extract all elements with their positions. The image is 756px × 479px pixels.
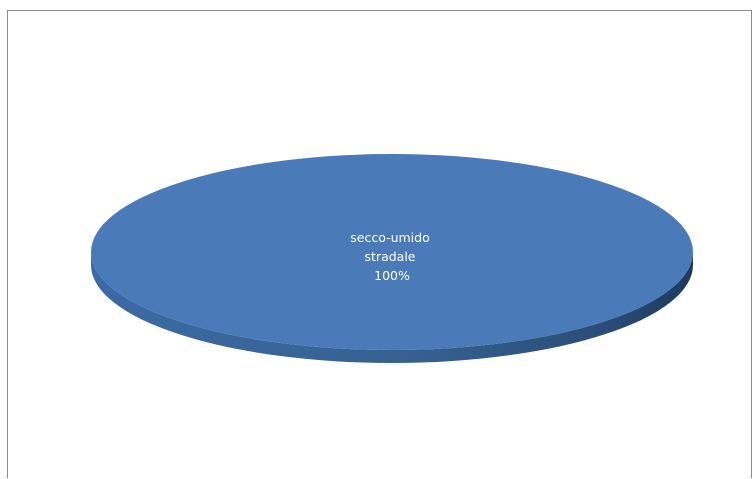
pie-slice-data-label: secco-umido stradale 100% (350, 230, 433, 283)
data-label-percent: 100% (374, 268, 410, 283)
data-label-category-line-2: stradale (365, 249, 416, 264)
data-label-category-line-1: secco-umido (350, 230, 430, 245)
chart-area: secco-umido stradale 100% (7, 10, 752, 478)
pie-slice-secco-umido-stradale[interactable] (91, 154, 693, 350)
pie-chart: secco-umido stradale 100% (91, 154, 693, 363)
